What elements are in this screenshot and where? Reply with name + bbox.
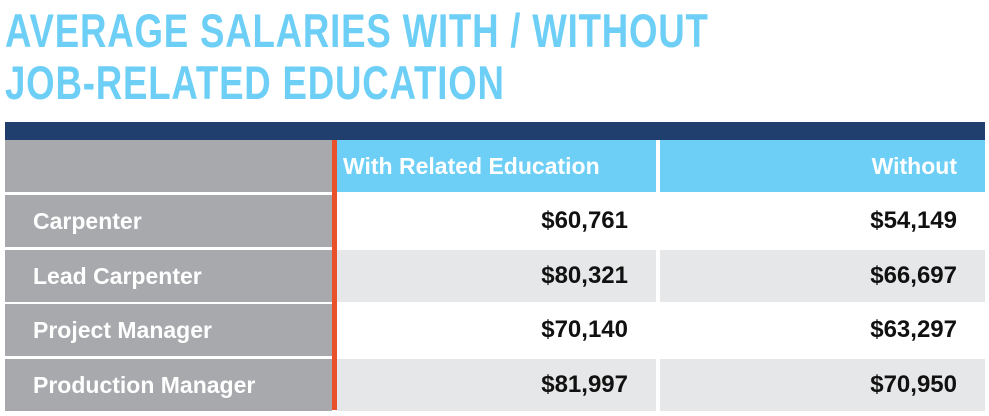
title-line: JOB-RELATED EDUCATION: [5, 56, 505, 109]
corner-cell: [5, 140, 332, 192]
column-header: With Related Education: [337, 140, 656, 192]
value-cell: $60,761: [337, 195, 656, 247]
value-cell: $70,950: [660, 359, 985, 411]
value-cell: $81,997: [337, 359, 656, 411]
row-label: Production Manager: [5, 359, 332, 411]
title-line: AVERAGE SALARIES WITH / WITHOUT: [5, 4, 709, 57]
row-label: Lead Carpenter: [5, 250, 332, 302]
divider-line: [332, 140, 337, 410]
value-cell: $54,149: [660, 195, 985, 247]
value-cell: $80,321: [337, 250, 656, 302]
value-cell: $70,140: [337, 304, 656, 356]
header-bar: [5, 122, 985, 140]
value-cell: $63,297: [660, 304, 985, 356]
row-label: Carpenter: [5, 195, 332, 247]
column-header: Without: [660, 140, 985, 192]
value-cell: $66,697: [660, 250, 985, 302]
row-label: Project Manager: [5, 304, 332, 356]
